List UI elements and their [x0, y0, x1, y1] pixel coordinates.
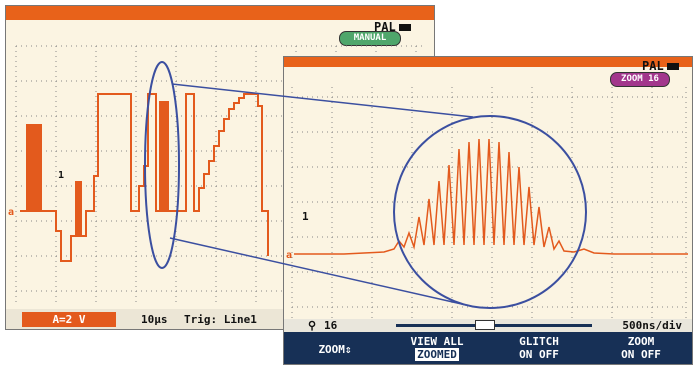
battery-icon — [666, 63, 679, 70]
right-trigger-marker: a — [286, 250, 292, 261]
left-channel-label: 1 — [58, 170, 64, 181]
manual-badge: MANUAL — [339, 31, 401, 46]
view-all-zoomed-softkey[interactable]: VIEW ALL ZOOMED — [410, 335, 464, 361]
zoom-badge: ZOOM 16 — [610, 72, 670, 87]
zoom-scrollbar[interactable] — [396, 320, 592, 330]
zoom-info-bar: ⚲ 16 500ns/div — [284, 319, 692, 332]
channel-a-range: A=2 V — [22, 312, 116, 327]
zoom-scrollbar-thumb[interactable] — [475, 320, 495, 330]
left-trigger-readout: Trig: Line1 — [184, 313, 257, 326]
magnifier-icon: ⚲ — [308, 319, 317, 332]
zoom-on-off-softkey[interactable]: ZOOM ON OFF — [621, 335, 661, 361]
left-header-bar — [6, 6, 434, 20]
left-timebase: 10µs — [141, 313, 168, 326]
glitch-softkey[interactable]: GLITCH ON OFF — [519, 335, 559, 361]
right-header-bar — [284, 57, 692, 67]
softkey-menu: ⚲ 16 500ns/div ZOOM⇕ VIEW ALL ZOOMED GLI… — [284, 319, 692, 364]
right-scope-screen: PAL ZOOM 16 a 1 ⚲ 16 500ns/div — [283, 56, 693, 365]
right-channel-label: 1 — [302, 210, 309, 223]
left-trigger-marker: a — [8, 207, 14, 218]
battery-icon — [398, 24, 411, 31]
zoom-softkey[interactable]: ZOOM⇕ — [318, 343, 352, 356]
zoom-factor: 16 — [324, 319, 338, 332]
right-timebase: 500ns/div — [622, 319, 682, 332]
left-pal-indicator: PAL — [374, 20, 411, 34]
right-pal-indicator: PAL — [642, 59, 679, 73]
